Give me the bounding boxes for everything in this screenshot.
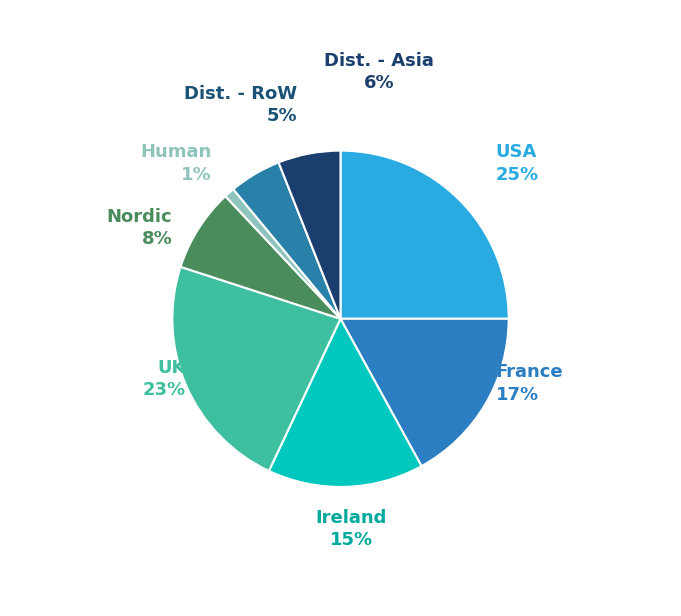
Wedge shape [172,267,340,471]
Wedge shape [340,319,509,466]
Text: Dist. - Asia
6%: Dist. - Asia 6% [324,52,434,92]
Text: USA
25%: USA 25% [496,144,539,184]
Text: Dist. - RoW
5%: Dist. - RoW 5% [185,84,298,124]
Wedge shape [279,150,340,319]
Wedge shape [340,150,509,319]
Text: UK
23%: UK 23% [142,359,185,399]
Text: France
17%: France 17% [496,363,563,403]
Wedge shape [180,196,340,319]
Wedge shape [225,189,340,319]
Text: Human
1%: Human 1% [140,144,211,184]
Wedge shape [269,319,422,487]
Text: Ireland
15%: Ireland 15% [315,509,387,549]
Text: Nordic
8%: Nordic 8% [107,208,172,248]
Wedge shape [234,163,340,319]
